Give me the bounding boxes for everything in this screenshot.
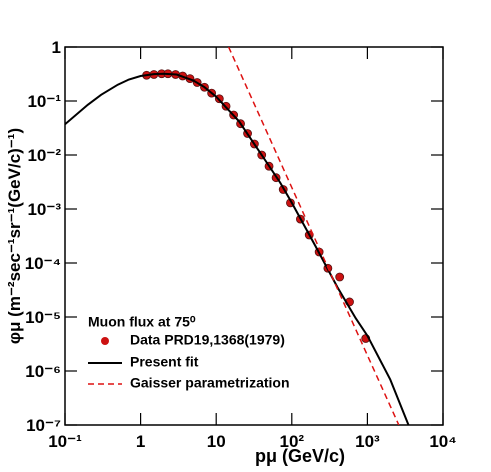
legend-title: Muon flux at 75⁰ [88,314,196,330]
y-tick-label: 10⁻³ [27,200,61,219]
x-tick-label: 10⁴ [429,432,456,451]
x-axis-label: pμ (GeV/c) [255,446,345,466]
legend-label: Data PRD19,1368(1979) [130,332,285,348]
curve [65,72,410,425]
y-tick-label: 10⁻⁷ [26,416,61,435]
legend-label: Gaisser parametrization [130,375,290,391]
curve [227,47,400,425]
y-axis-label: φμ (m⁻²sec⁻¹sr⁻¹(GeV/c)⁻¹) [5,128,24,344]
y-tick-label: 10⁻⁵ [25,308,61,327]
x-tick-label: 10³ [355,432,380,451]
y-tick-label: 10⁻² [27,146,61,165]
legend-marker [101,337,109,345]
x-tick-label: 10 [207,432,226,451]
data-point [335,272,345,282]
x-tick-label: 1 [136,432,145,451]
x-tick-label: 10² [280,432,305,451]
y-tick-label: 1 [52,38,61,57]
x-tick-label: 10⁻¹ [48,432,82,451]
legend-label: Present fit [130,354,199,370]
y-tick-label: 10⁻¹ [27,92,61,111]
plot-area [65,47,410,425]
plot-frame [64,46,444,426]
y-tick-label: 10⁻⁴ [25,254,61,273]
y-tick-label: 10⁻⁶ [25,362,61,381]
